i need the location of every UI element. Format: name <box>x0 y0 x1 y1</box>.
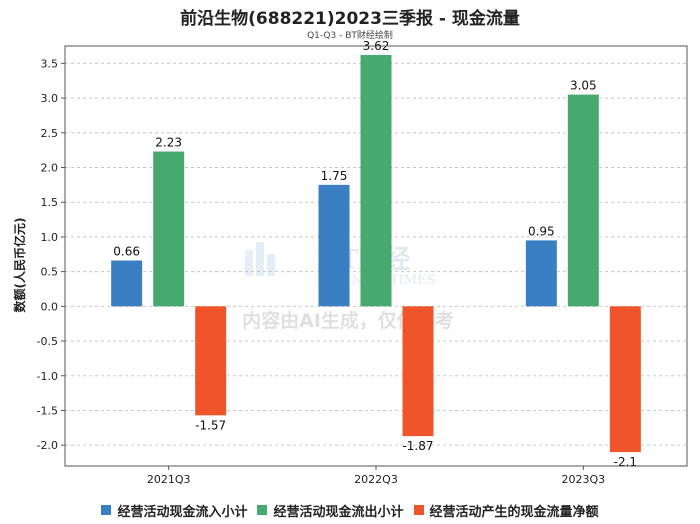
data-label: 2.23 <box>155 136 182 150</box>
chart-title: 前沿生物(688221)2023三季报 - 现金流量 <box>180 9 520 29</box>
bars-layer: 0.662.23-1.571.753.62-1.870.953.05-2.1 <box>111 39 641 469</box>
bar-chart: BT财经 BUSINESSTIMES 内容由AI生成，仅供参考 0.662.23… <box>12 39 688 486</box>
y-tick-label: 3.0 <box>41 92 59 105</box>
data-label: -1.57 <box>195 418 226 432</box>
data-label: 1.75 <box>321 169 348 183</box>
bar <box>318 184 350 307</box>
legend-swatch <box>101 505 112 515</box>
data-label: 0.95 <box>528 224 555 238</box>
bar <box>609 306 641 453</box>
legend-item: 经营活动现金流入小计 <box>101 501 247 520</box>
y-tick-label: 1.0 <box>41 231 59 244</box>
y-tick-label: -1.5 <box>37 404 58 417</box>
bar <box>525 240 557 307</box>
watermark-logo-bar-3 <box>267 254 275 276</box>
legend-swatch <box>413 505 424 515</box>
data-label: -2.1 <box>614 455 637 469</box>
bar <box>111 260 143 307</box>
legend-item: 经营活动现金流出小计 <box>257 501 404 520</box>
legend-swatch <box>257 505 268 515</box>
data-label: -1.87 <box>402 439 433 453</box>
legend-label: 经营活动产生的现金流量净额 <box>429 504 599 520</box>
y-tick-label: 2.0 <box>41 161 59 174</box>
legend: 经营活动现金流入小计 经营活动现金流出小计 经营活动产生的现金流量净额 <box>0 500 700 520</box>
y-tick-label: 2.5 <box>41 127 59 140</box>
axes-layer: -2.0 -1.5 -1.0 -0.5 0.0 0.5 1.0 1.5 2.0 2.5 3.0 3.5… <box>37 45 688 486</box>
y-tick-label: 3.5 <box>41 57 59 70</box>
bar <box>402 306 434 437</box>
watermark-logo-bar-1 <box>245 250 253 276</box>
y-tick-label: -1.0 <box>37 370 58 383</box>
bar <box>195 306 227 416</box>
legend-label: 经营活动现金流入小计 <box>117 504 248 520</box>
x-tick-label: 2021Q3 <box>147 473 191 486</box>
bar <box>360 55 392 307</box>
watermark-logo-bar-2 <box>256 242 264 276</box>
y-axis-label: 数额(人民币亿元) <box>12 218 27 313</box>
bar <box>153 151 185 307</box>
y-tick-label: -0.5 <box>37 335 58 348</box>
y-tick-label: 0.5 <box>41 266 59 279</box>
y-tick-label: 0.0 <box>41 300 59 313</box>
x-tick-label: 2022Q3 <box>354 473 398 486</box>
chart-subtitle: Q1-Q3 - BT财经绘制 <box>307 31 393 41</box>
data-label: 0.66 <box>113 245 140 259</box>
y-tick-label: -2.0 <box>37 439 58 452</box>
y-tick-label: 1.5 <box>41 196 59 209</box>
watermark-notice: 内容由AI生成，仅供参考 <box>242 309 454 332</box>
x-tick-label: 2023Q3 <box>562 473 606 486</box>
legend-item: 经营活动产生的现金流量净额 <box>413 501 599 520</box>
legend-label: 经营活动现金流出小计 <box>273 504 404 520</box>
bar <box>567 94 599 307</box>
data-label: 3.05 <box>570 79 597 93</box>
